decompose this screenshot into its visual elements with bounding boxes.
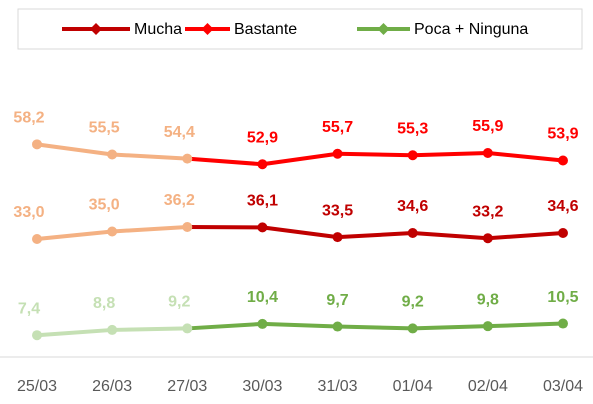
data-label: 55,3 [397, 120, 428, 137]
data-point [257, 159, 268, 170]
data-label: 7,4 [18, 300, 40, 317]
data-point [182, 221, 193, 232]
data-label: 55,5 [89, 120, 120, 137]
data-point [32, 139, 42, 150]
data-label: 10,5 [547, 289, 578, 306]
legend-label: Bastante [234, 21, 297, 38]
data-point [332, 232, 343, 243]
data-point [407, 150, 418, 161]
legend-label: Poca + Ninguna [414, 21, 528, 38]
data-label: 9,8 [477, 291, 499, 308]
legend-label: Mucha [134, 21, 182, 38]
data-point [482, 147, 493, 158]
x-tick-label: 30/03 [242, 378, 282, 395]
x-tick-label: 02/04 [468, 378, 508, 395]
data-label: 35,0 [89, 197, 120, 214]
data-point [182, 153, 193, 164]
data-label: 33,5 [322, 202, 353, 219]
x-tick-label: 25/03 [17, 378, 57, 395]
data-point [407, 228, 418, 239]
data-label: 52,9 [247, 129, 278, 146]
data-label: 9,2 [402, 294, 424, 311]
data-point [332, 321, 343, 332]
data-label: 53,9 [547, 126, 578, 143]
legend-marker [377, 23, 390, 35]
data-label: 55,9 [472, 118, 503, 135]
data-label: 10,4 [247, 289, 278, 306]
data-point [182, 323, 193, 334]
data-point [257, 222, 268, 233]
series-line [187, 150, 564, 167]
data-label: 9,2 [168, 294, 190, 311]
data-label: 8,8 [93, 295, 115, 312]
data-point [107, 149, 118, 160]
data-label: 36,1 [247, 193, 278, 210]
x-tick-label: 01/04 [393, 378, 433, 395]
x-tick-label: 26/03 [92, 378, 132, 395]
data-point [557, 318, 568, 329]
x-tick-label: 27/03 [167, 378, 207, 395]
data-point [407, 323, 418, 334]
data-label: 33,0 [13, 204, 44, 221]
legend-marker [90, 23, 102, 35]
data-point [107, 324, 118, 335]
data-label: 55,7 [322, 119, 353, 136]
data-label: 33,2 [472, 203, 503, 220]
data-label: 34,6 [397, 198, 428, 215]
x-tick-label: 03/04 [543, 378, 583, 395]
data-point [257, 318, 268, 329]
data-point [482, 321, 493, 332]
x-tick-label: 31/03 [318, 378, 358, 395]
data-point [557, 228, 568, 239]
data-label: 58,2 [13, 110, 44, 127]
data-label: 54,4 [164, 124, 195, 141]
legend-marker [201, 23, 214, 35]
data-point [107, 226, 118, 237]
data-point [482, 233, 493, 244]
data-point [32, 330, 42, 341]
data-point [332, 148, 343, 159]
data-point [557, 155, 568, 166]
data-label: 9,7 [326, 292, 348, 309]
data-label: 36,2 [164, 192, 195, 209]
data-label: 34,6 [547, 198, 578, 215]
data-point [32, 234, 42, 245]
series-line [187, 224, 564, 241]
series-line [187, 321, 564, 331]
